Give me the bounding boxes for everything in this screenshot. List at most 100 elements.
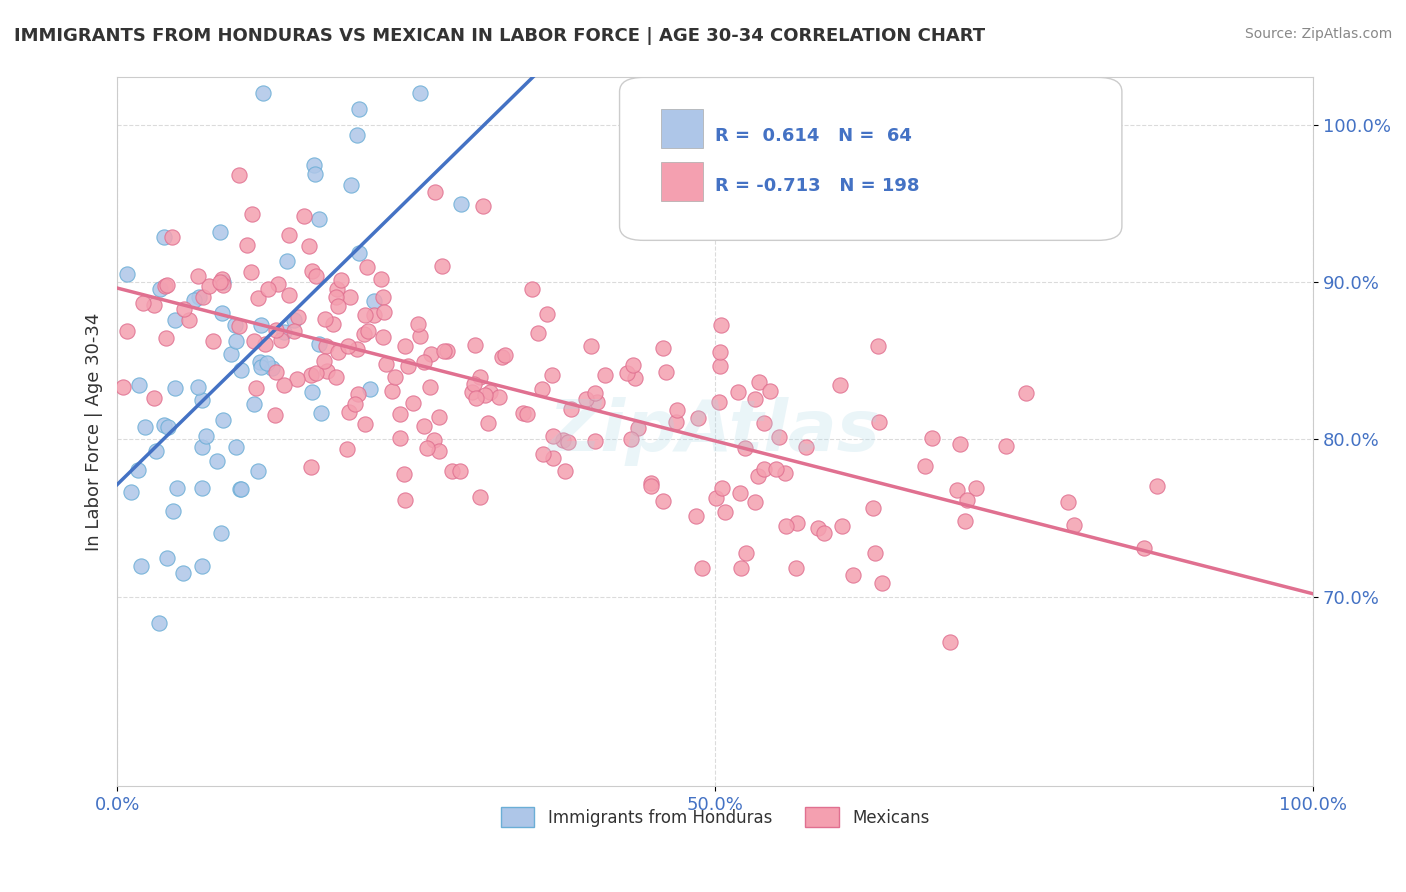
Point	[312, 353, 335, 368]
Point	[283, 313, 305, 327]
Point	[709, 344, 731, 359]
Point	[262, 360, 284, 375]
Point	[115, 324, 138, 338]
Point	[145, 444, 167, 458]
Point	[173, 301, 195, 316]
Point	[401, 395, 423, 409]
Point	[195, 428, 218, 442]
Point	[129, 558, 152, 573]
Point	[1146, 478, 1168, 492]
Point	[955, 515, 977, 529]
Point	[796, 440, 818, 454]
Point	[162, 230, 184, 244]
Point	[264, 323, 287, 337]
Point	[621, 358, 644, 372]
Point	[1015, 386, 1038, 401]
FancyBboxPatch shape	[661, 162, 703, 202]
Point	[298, 239, 321, 253]
Point	[371, 290, 394, 304]
Point	[806, 521, 828, 535]
Point	[388, 431, 411, 445]
Point	[921, 431, 943, 445]
Point	[775, 519, 797, 533]
Point	[346, 387, 368, 401]
Point	[249, 355, 271, 369]
Point	[752, 416, 775, 430]
Point	[339, 290, 361, 304]
Point	[413, 418, 436, 433]
Point	[389, 407, 412, 421]
Point	[773, 466, 796, 480]
Point	[183, 293, 205, 307]
Point	[541, 429, 564, 443]
Point	[339, 178, 361, 193]
Text: Source: ZipAtlas.com: Source: ZipAtlas.com	[1244, 27, 1392, 41]
Point	[193, 290, 215, 304]
Point	[308, 336, 330, 351]
Point	[1132, 541, 1154, 555]
Point	[870, 576, 893, 591]
Point	[256, 356, 278, 370]
Point	[283, 325, 305, 339]
Point	[326, 344, 349, 359]
Point	[247, 464, 270, 478]
Point	[325, 369, 347, 384]
Point	[188, 290, 211, 304]
Point	[423, 433, 446, 447]
Point	[440, 463, 463, 477]
Point	[276, 254, 298, 268]
Point	[652, 494, 675, 508]
Point	[343, 397, 366, 411]
Point	[409, 329, 432, 343]
Point	[266, 365, 288, 379]
Point	[337, 405, 360, 419]
Point	[163, 381, 186, 395]
Point	[655, 365, 678, 379]
Point	[211, 277, 233, 292]
Point	[616, 366, 638, 380]
Text: R =  0.614   N =  64: R = 0.614 N = 64	[716, 127, 912, 145]
Point	[433, 344, 456, 359]
Point	[516, 407, 538, 421]
Point	[314, 311, 336, 326]
Point	[527, 326, 550, 340]
Point	[224, 318, 246, 332]
Point	[427, 443, 450, 458]
Point	[128, 378, 150, 392]
Point	[257, 282, 280, 296]
Point	[373, 304, 395, 318]
FancyBboxPatch shape	[661, 110, 703, 148]
Point	[396, 359, 419, 373]
Point	[225, 440, 247, 454]
Point	[302, 158, 325, 172]
Point	[354, 308, 377, 322]
Point	[640, 478, 662, 492]
Point	[304, 167, 326, 181]
Point	[575, 392, 598, 407]
Point	[156, 420, 179, 434]
Point	[208, 225, 231, 239]
Point	[624, 371, 647, 385]
Point	[353, 417, 375, 431]
Point	[994, 439, 1017, 453]
Point	[384, 370, 406, 384]
Point	[273, 378, 295, 392]
Text: R = -0.713   N = 198: R = -0.713 N = 198	[716, 177, 920, 194]
Point	[464, 338, 486, 352]
Point	[449, 465, 471, 479]
Point	[132, 295, 155, 310]
Point	[239, 265, 262, 279]
Point	[730, 560, 752, 574]
Point	[346, 128, 368, 143]
Point	[228, 319, 250, 334]
Point	[229, 482, 252, 496]
Point	[322, 317, 344, 331]
Point	[208, 275, 231, 289]
Point	[347, 102, 370, 116]
Point	[212, 413, 235, 427]
Point	[620, 432, 643, 446]
Point	[229, 363, 252, 377]
Point	[305, 366, 328, 380]
Point	[252, 86, 274, 100]
Point	[710, 481, 733, 495]
